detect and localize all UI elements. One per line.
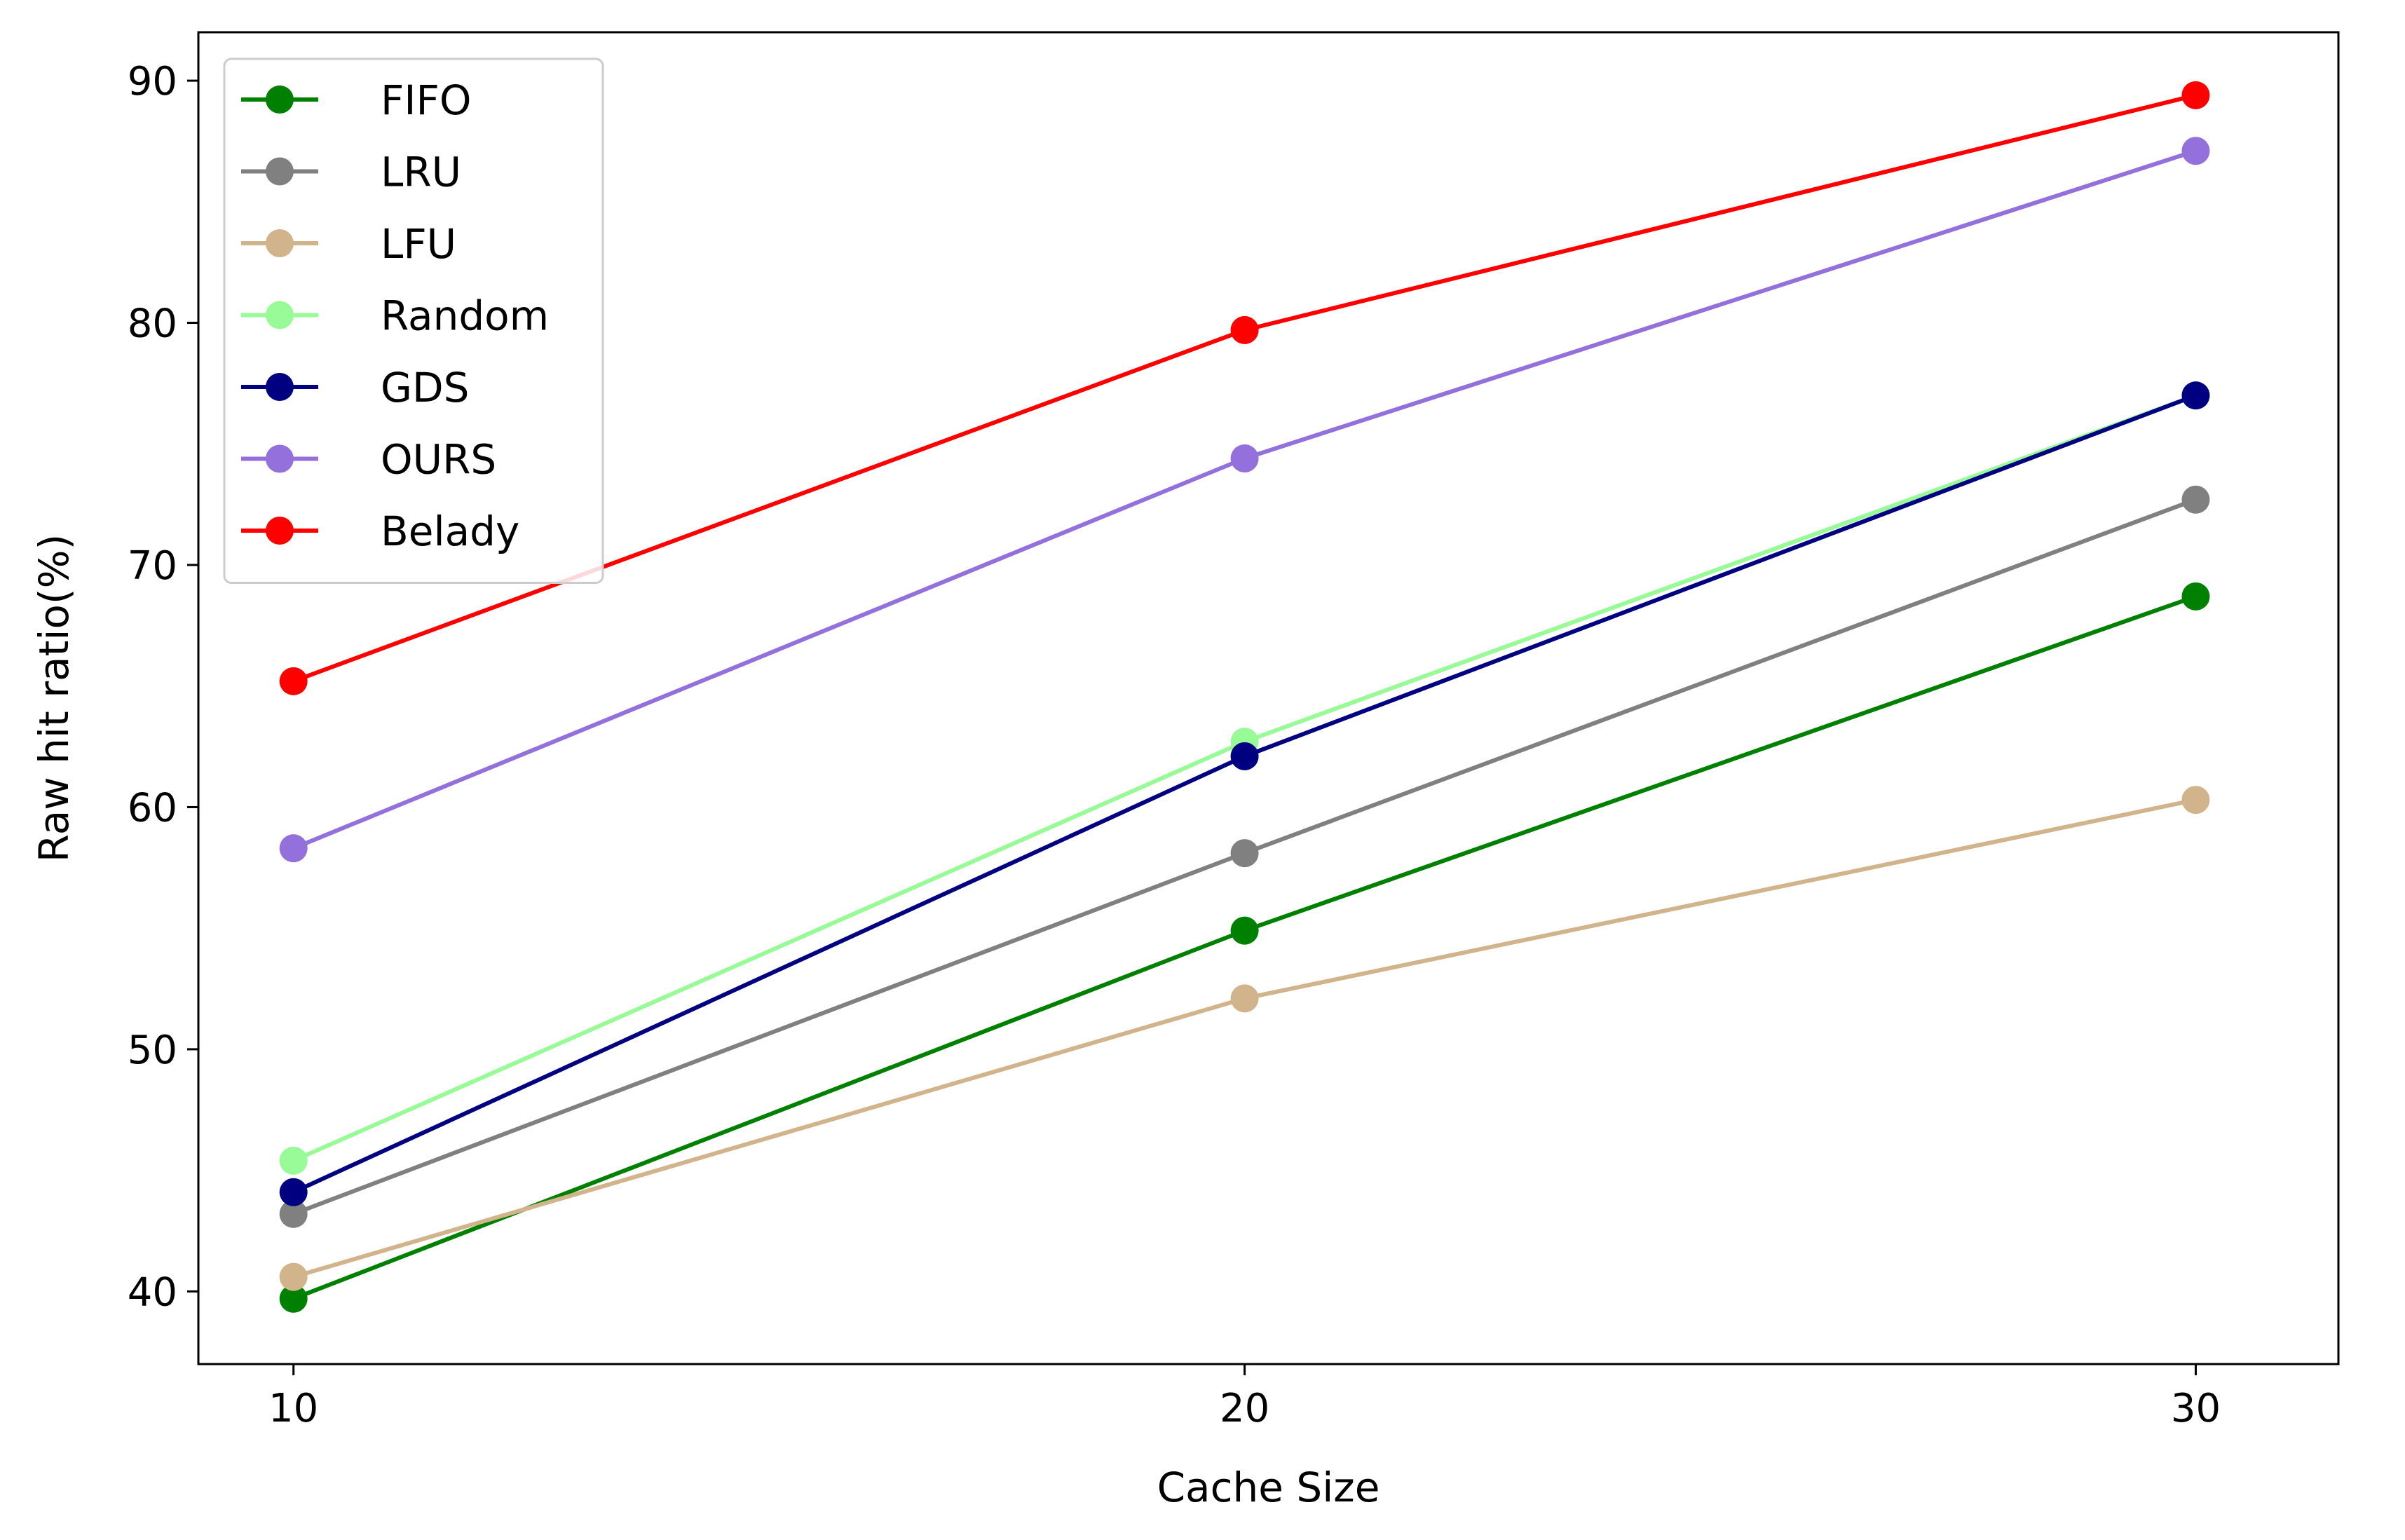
x-axis: 10 20 30 xyxy=(268,1364,2221,1431)
series-gds xyxy=(279,381,2210,1206)
data-point xyxy=(2181,137,2210,165)
data-point xyxy=(279,1178,308,1206)
legend: FIFO LRU LFU Random GDS OURS Belady xyxy=(223,57,604,584)
legend-marker xyxy=(266,517,294,545)
axes-frame xyxy=(197,31,2340,1365)
series-fifo xyxy=(279,582,2210,1313)
legend-label: Belady xyxy=(381,507,519,555)
data-point xyxy=(1230,916,1259,945)
x-tick-label: 10 xyxy=(268,1386,318,1431)
series-belady xyxy=(279,81,2210,695)
legend-marker xyxy=(266,86,294,114)
legend-item: LFU xyxy=(241,220,456,268)
legend-item: Random xyxy=(241,292,549,340)
legend-item: FIFO xyxy=(241,76,471,124)
data-point xyxy=(2181,582,2210,611)
legend-item: GDS xyxy=(241,364,469,411)
data-point xyxy=(279,667,308,695)
x-axis-title: Cache Size xyxy=(1157,1464,1380,1511)
legend-label: GDS xyxy=(381,364,469,411)
y-tick-label: 40 xyxy=(128,1269,177,1315)
legend-marker xyxy=(266,229,294,257)
data-point xyxy=(1230,984,1259,1013)
legend-item: LRU xyxy=(241,149,461,196)
legend-label: FIFO xyxy=(381,76,471,124)
data-point xyxy=(279,1284,308,1313)
legend-label: LRU xyxy=(381,149,461,196)
legend-box xyxy=(223,57,604,584)
series-lfu xyxy=(279,786,2210,1291)
y-tick-label: 70 xyxy=(128,543,177,589)
series-ours xyxy=(279,137,2210,863)
y-axis: 40 50 60 70 80 90 xyxy=(128,59,198,1315)
data-point xyxy=(1230,315,1259,344)
legend-label: Random xyxy=(381,292,549,340)
legend-item: OURS xyxy=(241,436,496,484)
y-tick-label: 50 xyxy=(128,1028,177,1073)
data-point xyxy=(1230,444,1259,472)
y-tick-label: 80 xyxy=(128,301,177,347)
data-point xyxy=(2181,81,2210,109)
legend-label: OURS xyxy=(381,436,496,484)
plot-area xyxy=(279,81,2210,1313)
series-lru xyxy=(279,485,2210,1228)
data-point xyxy=(1230,839,1259,868)
x-tick-label: 30 xyxy=(2171,1386,2221,1431)
y-axis-title: Raw hit ratio(%) xyxy=(30,534,78,863)
data-point xyxy=(279,1146,308,1175)
data-point xyxy=(2181,381,2210,410)
legend-marker xyxy=(266,301,294,329)
data-point xyxy=(279,1262,308,1291)
data-point xyxy=(2181,485,2210,514)
data-point xyxy=(279,1199,308,1228)
y-tick-label: 60 xyxy=(128,785,177,831)
legend-label: LFU xyxy=(381,220,456,268)
data-point xyxy=(2181,786,2210,815)
x-tick-label: 20 xyxy=(1220,1386,1269,1431)
data-point xyxy=(279,834,308,863)
legend-marker xyxy=(266,373,294,401)
legend-marker xyxy=(266,157,294,186)
legend-marker xyxy=(266,444,294,473)
legend-item: Belady xyxy=(241,507,519,555)
data-point xyxy=(1230,742,1259,770)
y-tick-label: 90 xyxy=(128,59,177,104)
